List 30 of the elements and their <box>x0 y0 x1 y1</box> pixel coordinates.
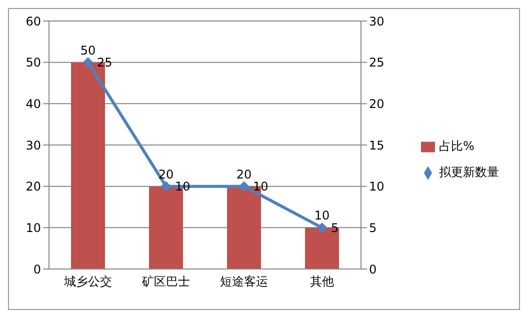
data-label: 20 <box>236 167 252 182</box>
y-tick-label: 50 <box>26 56 41 70</box>
data-label: 20 <box>158 167 174 182</box>
y-tick-label: 40 <box>26 96 41 111</box>
point <box>161 181 171 192</box>
data-label: 25 <box>97 56 112 70</box>
point <box>317 222 327 233</box>
y-tick-label: 0 <box>33 262 41 276</box>
data-label: 50 <box>80 43 96 58</box>
y2-tick-label: 15 <box>369 138 384 152</box>
y2-tick-label: 5 <box>369 220 377 235</box>
y2-tick-label: 25 <box>369 56 384 70</box>
legend-label: 占比% <box>439 139 474 153</box>
y2-tick-label: 30 <box>369 14 384 28</box>
data-label: 10 <box>253 180 268 194</box>
x-tick-label: 城乡公交 <box>63 274 112 289</box>
y-tick-label: 60 <box>26 14 41 28</box>
point <box>83 57 93 68</box>
x-tick-label: 短途客运 <box>220 274 268 289</box>
y2-tick-label: 10 <box>369 180 384 194</box>
y2-tick-label: 20 <box>369 96 384 111</box>
legend-label: 拟更新数量 <box>439 165 499 179</box>
data-label: 10 <box>314 208 330 223</box>
y-tick-label: 20 <box>26 180 41 194</box>
y2-tick-label: 0 <box>369 262 377 276</box>
x-tick-label: 其他 <box>310 274 334 289</box>
x-tick-label: 矿区巴士 <box>141 274 190 289</box>
point <box>239 181 249 192</box>
y-tick-label: 10 <box>26 220 41 235</box>
y-tick-label: 30 <box>26 138 41 152</box>
